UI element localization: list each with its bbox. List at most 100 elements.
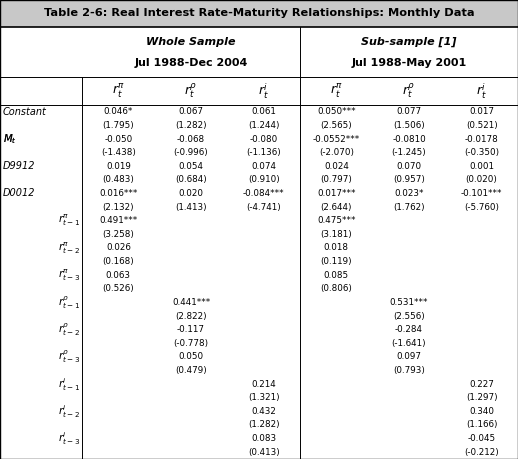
Text: (0.168): (0.168) [103, 257, 134, 266]
Text: 0.214: 0.214 [251, 380, 276, 389]
Text: (-0.778): (-0.778) [174, 339, 209, 348]
Text: (-1.438): (-1.438) [101, 148, 136, 157]
Text: $M_{t}$: $M_{t}$ [3, 132, 17, 146]
Text: (-4.741): (-4.741) [246, 202, 281, 212]
Text: -0.0552***: -0.0552*** [313, 134, 360, 144]
Text: $M_t$: $M_t$ [3, 132, 16, 146]
Text: (0.483): (0.483) [103, 175, 134, 185]
Text: (2.644): (2.644) [321, 202, 352, 212]
Text: -0.045: -0.045 [468, 434, 496, 443]
Text: -0.0810: -0.0810 [392, 134, 426, 144]
Text: (0.020): (0.020) [466, 175, 498, 185]
Text: (1.166): (1.166) [466, 420, 497, 430]
Text: -0.117: -0.117 [177, 325, 205, 334]
Text: (-0.212): (-0.212) [464, 448, 499, 457]
Text: 0.026: 0.026 [106, 243, 131, 252]
Text: 0.097: 0.097 [396, 353, 422, 361]
Text: (-1.136): (-1.136) [246, 148, 281, 157]
Text: 0.020: 0.020 [179, 189, 204, 198]
Text: 0.432: 0.432 [251, 407, 276, 416]
Text: (2.132): (2.132) [103, 202, 134, 212]
Text: $r^{\pi}_{t-2}$: $r^{\pi}_{t-2}$ [58, 240, 80, 256]
Text: (1.244): (1.244) [248, 121, 279, 130]
Text: 0.441***: 0.441*** [172, 298, 210, 307]
Text: (1.413): (1.413) [175, 202, 207, 212]
Text: (-1.245): (-1.245) [392, 148, 426, 157]
Text: $r_t^{\pi}$: $r_t^{\pi}$ [112, 82, 125, 100]
Text: $r^{\pi}_{t-1}$: $r^{\pi}_{t-1}$ [58, 213, 80, 229]
Text: (-0.996): (-0.996) [174, 148, 208, 157]
Text: $r^{\rho}_{t-3}$: $r^{\rho}_{t-3}$ [58, 349, 80, 365]
Text: (0.793): (0.793) [393, 366, 425, 375]
Text: (-0.350): (-0.350) [464, 148, 499, 157]
Text: D0012: D0012 [3, 189, 35, 198]
Text: 0.083: 0.083 [251, 434, 276, 443]
Text: (-2.070): (-2.070) [319, 148, 354, 157]
Text: 0.077: 0.077 [396, 107, 422, 116]
Text: (1.795): (1.795) [103, 121, 134, 130]
Text: $r_t^{i}$: $r_t^{i}$ [476, 81, 487, 101]
Text: -0.068: -0.068 [177, 134, 205, 144]
Text: (0.910): (0.910) [248, 175, 280, 185]
Text: 0.227: 0.227 [469, 380, 494, 389]
Text: (-1.641): (-1.641) [392, 339, 426, 348]
Text: 0.023*: 0.023* [394, 189, 424, 198]
Text: 0.024: 0.024 [324, 162, 349, 171]
Text: Whole Sample: Whole Sample [146, 37, 236, 47]
Text: Sub-sample [1]: Sub-sample [1] [361, 37, 457, 47]
Text: -0.050: -0.050 [104, 134, 133, 144]
Text: 0.018: 0.018 [324, 243, 349, 252]
Text: $r^{\rho}_{t-1}$: $r^{\rho}_{t-1}$ [58, 294, 80, 311]
Bar [0, 0, 518, 27]
Text: 0.475***: 0.475*** [317, 216, 355, 225]
Text: (1.282): (1.282) [248, 420, 280, 430]
Text: 0.017***: 0.017*** [317, 189, 355, 198]
Text: 0.019: 0.019 [106, 162, 131, 171]
Text: -0.284: -0.284 [395, 325, 423, 334]
Text: (0.797): (0.797) [321, 175, 352, 185]
Text: 0.050: 0.050 [178, 353, 204, 361]
Text: 0.074: 0.074 [251, 162, 276, 171]
Text: $r_t^{\pi}$: $r_t^{\pi}$ [330, 82, 343, 100]
Text: $r^{\rho}_{t-2}$: $r^{\rho}_{t-2}$ [58, 321, 80, 338]
Text: (2.556): (2.556) [393, 312, 425, 320]
Text: 0.061: 0.061 [251, 107, 276, 116]
Text: (2.565): (2.565) [321, 121, 352, 130]
Text: (-5.760): (-5.760) [464, 202, 499, 212]
Text: $r_t^{\rho}$: $r_t^{\rho}$ [402, 81, 415, 101]
Text: Table 2-6: Real Interest Rate-Maturity Relationships: Monthly Data: Table 2-6: Real Interest Rate-Maturity R… [44, 9, 474, 18]
Text: (3.258): (3.258) [103, 230, 134, 239]
Text: 0.046*: 0.046* [104, 107, 133, 116]
Text: 0.054: 0.054 [179, 162, 204, 171]
Text: (2.822): (2.822) [175, 312, 207, 320]
Text: 0.067: 0.067 [179, 107, 204, 116]
Text: (1.506): (1.506) [393, 121, 425, 130]
Text: (0.957): (0.957) [393, 175, 425, 185]
Text: (0.806): (0.806) [321, 284, 352, 293]
Text: 0.070: 0.070 [396, 162, 422, 171]
Text: -0.084***: -0.084*** [243, 189, 284, 198]
Text: -0.0178: -0.0178 [465, 134, 498, 144]
Text: $r^{i}_{t-2}$: $r^{i}_{t-2}$ [58, 403, 80, 420]
Text: (0.479): (0.479) [175, 366, 207, 375]
Text: 0.063: 0.063 [106, 271, 131, 280]
Text: Jul 1988-May 2001: Jul 1988-May 2001 [351, 58, 467, 68]
Text: 0.491***: 0.491*** [99, 216, 137, 225]
Text: 0.050***: 0.050*** [317, 107, 356, 116]
Text: $r^{i}_{t-3}$: $r^{i}_{t-3}$ [58, 430, 80, 447]
Text: Jul 1988-Dec 2004: Jul 1988-Dec 2004 [134, 58, 248, 68]
Text: 0.531***: 0.531*** [390, 298, 428, 307]
Text: $r^{i}_{t-1}$: $r^{i}_{t-1}$ [58, 376, 80, 392]
Text: 0.340: 0.340 [469, 407, 494, 416]
Text: (1.762): (1.762) [393, 202, 425, 212]
Text: $r^{\pi}_{t-3}$: $r^{\pi}_{t-3}$ [58, 268, 80, 283]
Text: (0.526): (0.526) [103, 284, 134, 293]
Text: (3.181): (3.181) [321, 230, 352, 239]
Text: -0.101***: -0.101*** [461, 189, 502, 198]
Text: (1.321): (1.321) [248, 393, 280, 402]
Text: (0.119): (0.119) [321, 257, 352, 266]
Text: 0.017: 0.017 [469, 107, 494, 116]
Text: D9912: D9912 [3, 161, 35, 171]
Text: 0.085: 0.085 [324, 271, 349, 280]
Text: 0.016***: 0.016*** [99, 189, 137, 198]
